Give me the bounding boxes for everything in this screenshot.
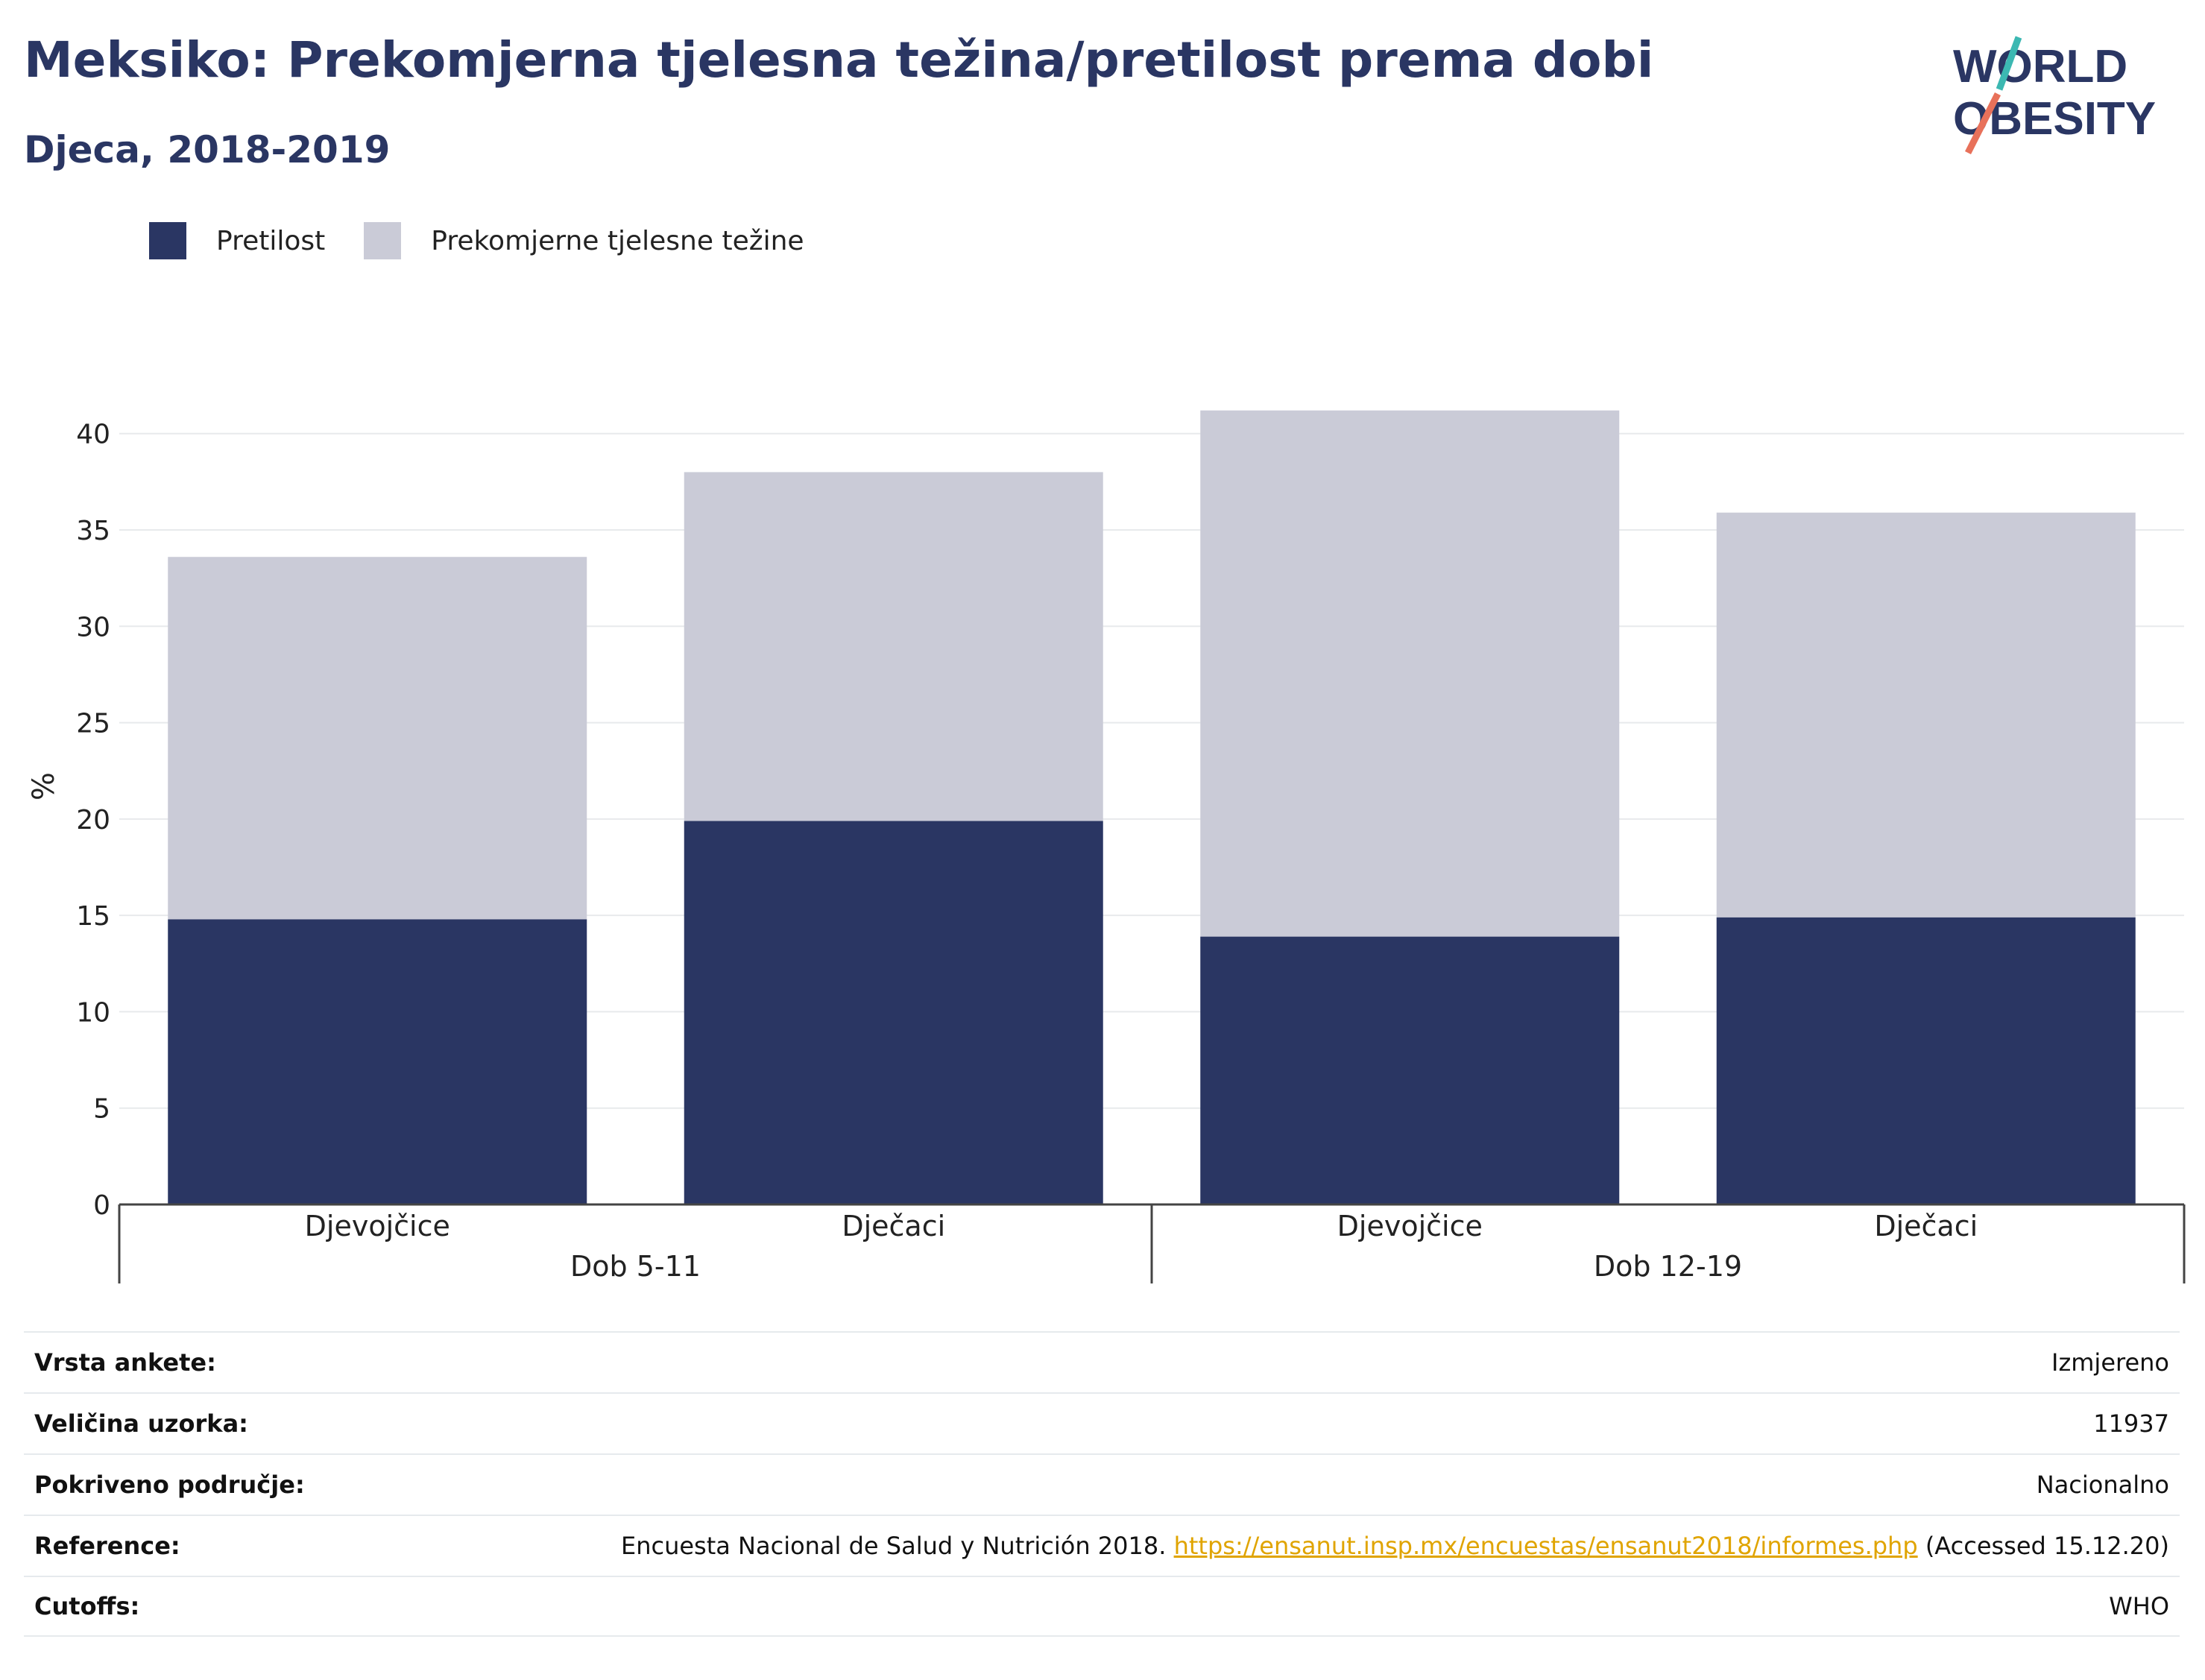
- y-tick-label: 5: [93, 1094, 110, 1125]
- info-value-reference: Encuesta Nacional de Salud y Nutrición 2…: [621, 1532, 2169, 1560]
- legend-label-overweight: Prekomjerne tjelesne težine: [431, 225, 804, 256]
- page-subtitle: Djeca, 2018-2019: [24, 128, 391, 171]
- info-label: Reference:: [34, 1532, 180, 1560]
- bar-overweight: [1200, 410, 1620, 937]
- y-tick-label: 10: [76, 997, 110, 1028]
- y-tick-label: 20: [76, 805, 110, 836]
- bar-overweight: [684, 472, 1103, 821]
- y-tick-label: 40: [76, 420, 110, 450]
- bar-obesity: [1200, 936, 1620, 1204]
- x-tick-label: Dječaci: [1874, 1210, 1978, 1242]
- info-label: Pokriveno područje:: [34, 1471, 305, 1499]
- legend-item-obesity: Pretilost: [149, 222, 325, 259]
- y-tick-label: 35: [76, 516, 110, 546]
- page-title: Meksiko: Prekomjerna tjelesna težina/pre…: [24, 31, 1654, 89]
- bar-obesity: [1716, 917, 2136, 1204]
- bar-obesity: [168, 919, 587, 1204]
- survey-info-table: Vrsta ankete: Izmjereno Veličina uzorka:…: [24, 1331, 2180, 1637]
- legend-item-overweight: Prekomjerne tjelesne težine: [364, 222, 804, 259]
- bar-overweight: [1716, 512, 2136, 918]
- y-axis-title: %: [27, 772, 61, 800]
- x-group-label: Dob 5-11: [570, 1250, 701, 1283]
- x-tick-label: Dječaci: [842, 1210, 945, 1242]
- info-row-survey-type: Vrsta ankete: Izmjereno: [24, 1331, 2180, 1392]
- x-tick-label: Djevojčice: [1337, 1210, 1483, 1242]
- world-obesity-logo: WORLD OBESITY: [1953, 36, 2156, 155]
- reference-accessed: (Accessed 15.12.20): [1925, 1532, 2169, 1560]
- svg-text:WORLD: WORLD: [1953, 41, 2127, 92]
- info-value: Nacionalno: [2036, 1471, 2169, 1499]
- bar-obesity: [684, 821, 1103, 1204]
- info-row-reference: Reference: Encuesta Nacional de Salud y …: [24, 1515, 2180, 1576]
- bar-overweight: [168, 557, 587, 920]
- info-row-sample-size: Veličina uzorka: 11937: [24, 1392, 2180, 1453]
- stacked-bar-chart: 0 5 10 15 20 25 30 35 40% Djevojčice Dječaci Djevoj…: [27, 410, 2186, 1283]
- legend-swatch-overweight: [364, 222, 402, 259]
- info-label: Vrsta ankete:: [34, 1348, 216, 1377]
- y-tick-label: 15: [76, 901, 110, 932]
- chart-legend: Pretilost Prekomjerne tjelesne težine: [149, 222, 843, 259]
- info-row-area-covered: Pokriveno područje: Nacionalno: [24, 1453, 2180, 1515]
- info-label: Veličina uzorka:: [34, 1409, 248, 1438]
- y-tick-label: 25: [76, 709, 110, 739]
- x-group-label: Dob 12-19: [1594, 1250, 1742, 1283]
- reference-link[interactable]: https://ensanut.insp.mx/encuestas/ensanu…: [1173, 1532, 1918, 1560]
- x-tick-label: Djevojčice: [305, 1210, 450, 1242]
- info-value: Izmjereno: [2051, 1348, 2169, 1377]
- legend-label-obesity: Pretilost: [216, 225, 326, 256]
- legend-swatch-obesity: [149, 222, 186, 259]
- info-value: 11937: [2093, 1409, 2169, 1438]
- y-tick-label: 0: [93, 1190, 110, 1221]
- y-tick-label: 30: [76, 612, 110, 642]
- info-value: WHO: [2109, 1592, 2169, 1620]
- info-label: Cutoffs:: [34, 1592, 140, 1620]
- info-row-cutoffs: Cutoffs: WHO: [24, 1576, 2180, 1637]
- reference-text: Encuesta Nacional de Salud y Nutrición 2…: [620, 1532, 1167, 1560]
